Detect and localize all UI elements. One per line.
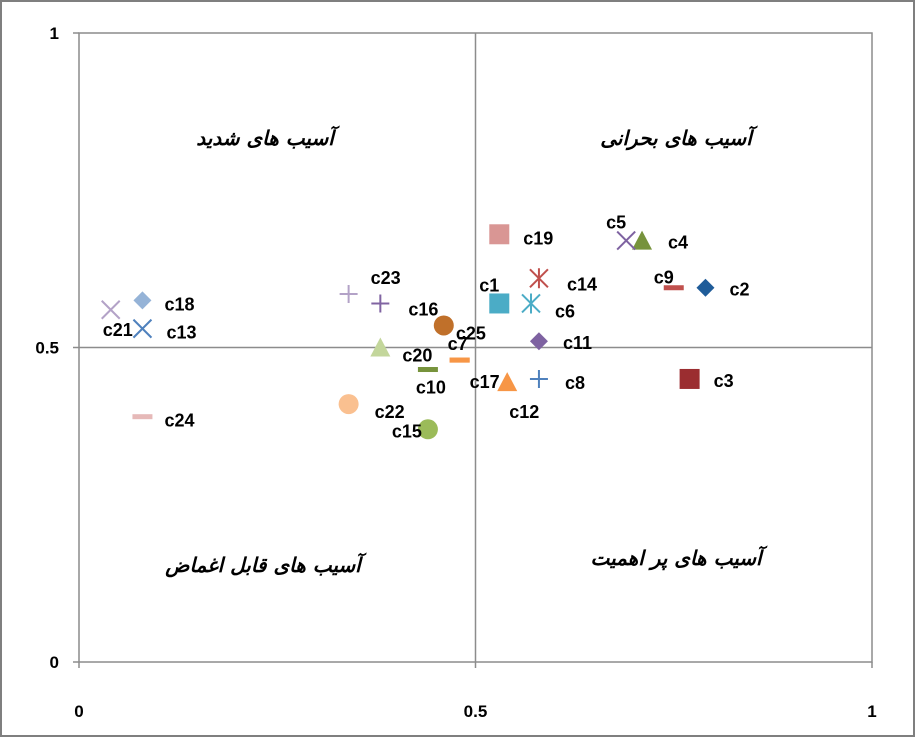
point-c8 bbox=[529, 369, 548, 388]
point-label-c24: c24 bbox=[164, 411, 194, 431]
point-label-c11: c11 bbox=[563, 333, 592, 353]
quadrant-label-bottom-right: آسیب های پر اهمیت bbox=[590, 545, 768, 571]
point-c19 bbox=[489, 224, 510, 245]
point-label-c21: c21 bbox=[103, 320, 133, 340]
point-c5 bbox=[616, 230, 636, 251]
point-c18 bbox=[133, 291, 152, 310]
point-c24 bbox=[132, 414, 153, 420]
point-label-c13: c13 bbox=[166, 323, 196, 343]
point-c4 bbox=[632, 230, 653, 250]
point-c15 bbox=[417, 419, 438, 440]
point-c23 bbox=[339, 285, 358, 304]
point-c3 bbox=[679, 368, 700, 389]
point-label-c1: c1 bbox=[479, 275, 499, 295]
point-label-c22: c22 bbox=[375, 402, 405, 422]
point-label-c18: c18 bbox=[164, 294, 194, 314]
point-label-c23: c23 bbox=[371, 268, 401, 288]
x-tick-label: 0 bbox=[74, 702, 83, 721]
point-label-c7: c7 bbox=[448, 334, 468, 354]
point-label-c9: c9 bbox=[654, 268, 674, 288]
point-label-c14: c14 bbox=[567, 274, 597, 294]
y-tick-label: 1 bbox=[50, 24, 59, 43]
point-c2 bbox=[696, 278, 715, 297]
point-c10 bbox=[417, 367, 438, 373]
quadrant-label-top-left: آسیب های شدید bbox=[196, 125, 340, 150]
point-c12 bbox=[497, 372, 518, 392]
y-tick-label: 0.5 bbox=[35, 339, 59, 358]
quadrant-label-bottom-left: آسیب های قابل اغماض bbox=[164, 552, 367, 578]
point-c6 bbox=[521, 293, 541, 314]
point-c13 bbox=[132, 318, 153, 339]
x-tick-label: 1 bbox=[867, 702, 876, 721]
axes: 0 0.5 1 0 0.5 1 bbox=[35, 24, 876, 721]
point-label-c2: c2 bbox=[729, 280, 749, 300]
point-label-c20: c20 bbox=[402, 346, 432, 366]
point-label-c17: c17 bbox=[470, 372, 500, 392]
point-c20 bbox=[370, 337, 391, 357]
point-label-c15: c15 bbox=[392, 421, 422, 441]
point-c17 bbox=[449, 357, 470, 363]
point-c9 bbox=[663, 285, 684, 291]
point-label-c3: c3 bbox=[714, 371, 734, 391]
point-label-c25: c25 bbox=[456, 323, 486, 343]
data-points bbox=[101, 224, 715, 440]
quadrant-labels: آسیب های شدید آسیب های بحرانی آسیب های ق… bbox=[164, 125, 768, 578]
point-label-c5: c5 bbox=[606, 213, 626, 233]
point-label-c4: c4 bbox=[668, 233, 688, 253]
point-c1 bbox=[489, 293, 510, 314]
point-label-c10: c10 bbox=[416, 378, 446, 398]
x-tick-label: 0.5 bbox=[464, 702, 488, 721]
quadrant-label-top-right: آسیب های بحرانی bbox=[600, 125, 758, 151]
point-label-c19: c19 bbox=[523, 228, 553, 248]
point-label-c12: c12 bbox=[509, 402, 539, 422]
point-label-c6: c6 bbox=[555, 301, 575, 321]
point-c25 bbox=[433, 315, 454, 336]
point-c16 bbox=[371, 294, 390, 313]
point-c22 bbox=[338, 394, 359, 415]
point-labels: c1 c2 c3 c4 c5 c6 c7 c8 c9 c10 c11 c12 c13 c14 c15 c16 c… bbox=[103, 213, 750, 442]
point-c21 bbox=[101, 300, 121, 320]
point-label-c8: c8 bbox=[565, 373, 585, 393]
point-c11 bbox=[529, 332, 548, 351]
point-c14 bbox=[529, 268, 549, 289]
point-label-c16: c16 bbox=[408, 299, 438, 319]
y-tick-label: 0 bbox=[50, 653, 59, 672]
